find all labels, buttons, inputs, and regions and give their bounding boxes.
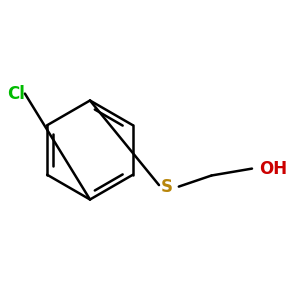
Text: Cl: Cl [8,85,26,103]
Text: S: S [160,178,172,196]
Text: OH: OH [259,160,287,178]
